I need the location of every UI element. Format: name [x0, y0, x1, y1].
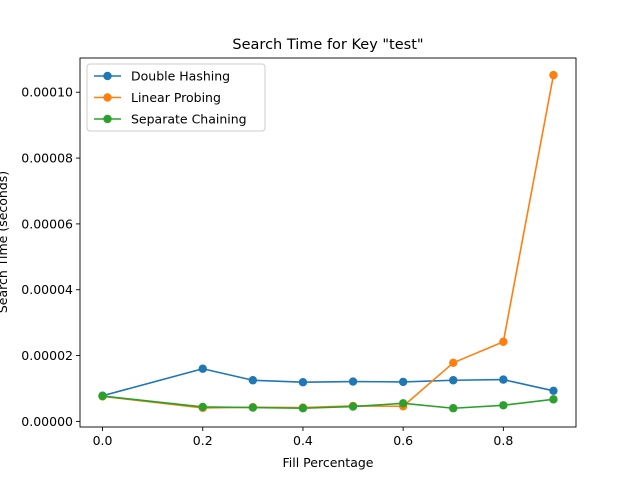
data-point [398, 399, 408, 408]
chart-title: Search Time for Key "test" [232, 37, 423, 53]
x-tick-label: 0.6 [393, 433, 413, 448]
data-point [348, 377, 358, 386]
legend-marker [103, 71, 112, 81]
y-tick-label: 0.00008 [21, 151, 73, 166]
data-point [449, 376, 458, 385]
data-point [549, 386, 558, 395]
legend-item-linear-probing: Linear Probing [94, 90, 221, 105]
data-point [348, 402, 358, 411]
legend-label: Double Hashing [131, 69, 230, 84]
series-layer [98, 70, 558, 413]
y-axis-ticks: 0.00000 0.00002 0.00004 0.00006 0.00008 0.000… [21, 85, 80, 429]
data-point [449, 358, 458, 368]
y-tick-label: 0.00006 [21, 216, 73, 231]
x-tick-label: 0.8 [493, 433, 513, 448]
axes-frame [79, 57, 577, 428]
data-point [298, 378, 308, 387]
data-point [398, 377, 408, 387]
data-point [449, 404, 458, 413]
data-point [549, 70, 558, 80]
x-tick-label: 0.0 [93, 433, 113, 448]
x-axis-label: Fill Percentage [283, 455, 374, 470]
legend-item-double-hashing: Double Hashing [94, 69, 230, 84]
data-point [98, 391, 107, 401]
legend-marker [103, 93, 112, 102]
data-point [499, 337, 508, 346]
y-tick-label: 0.00010 [21, 85, 73, 100]
data-point [248, 376, 258, 385]
legend-label: Linear Probing [131, 90, 221, 105]
legend-marker [103, 114, 112, 124]
legend-label: Separate Chaining [131, 112, 247, 127]
legend-box [86, 63, 266, 132]
y-axis-label: Search Time (seconds) [0, 171, 10, 313]
x-tick-label: 0.4 [293, 433, 313, 448]
data-point [248, 403, 258, 412]
data-point [298, 404, 308, 413]
data-point [198, 402, 207, 412]
x-axis-ticks: 0.0 0.2 0.4 0.6 0.8 [93, 427, 513, 448]
data-point [499, 401, 508, 410]
legend: Double Hashing Linear Probing Separate Cha… [86, 63, 266, 132]
x-tick-label: 0.2 [193, 433, 213, 448]
data-point [198, 364, 207, 373]
y-tick-label: 0.00002 [21, 348, 73, 363]
data-point [499, 375, 508, 384]
y-tick-label: 0.00004 [21, 282, 73, 297]
y-tick-label: 0.00000 [21, 414, 73, 429]
series-separate-chaining [98, 391, 558, 413]
legend-item-separate-chaining: Separate Chaining [94, 112, 247, 127]
data-point [549, 395, 558, 404]
